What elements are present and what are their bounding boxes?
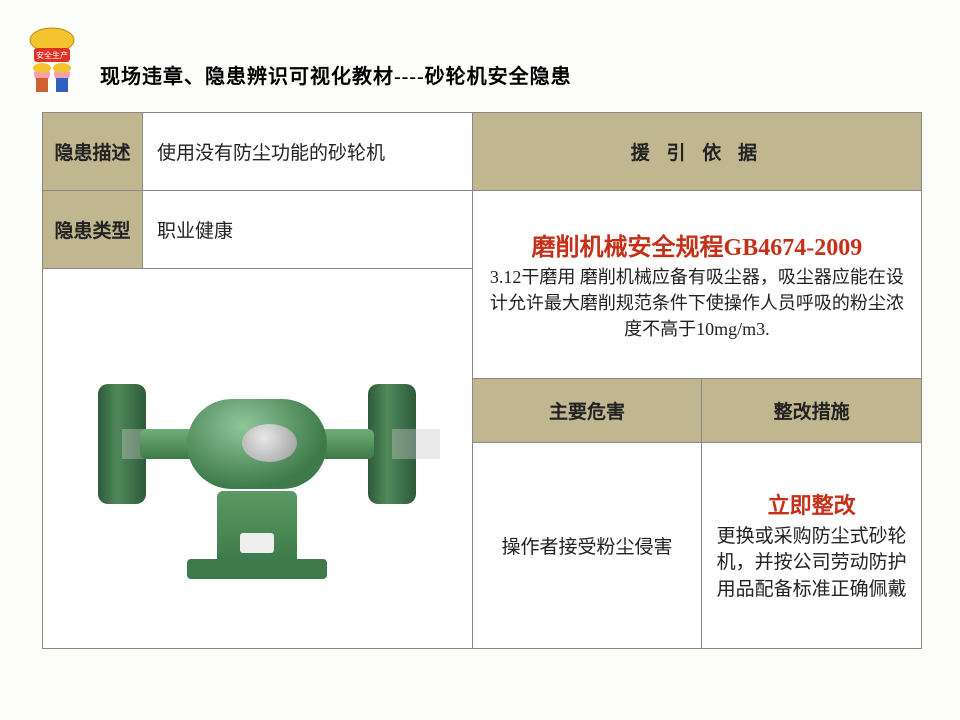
fix-body: 更换或采购防尘式砂轮机，并按公司劳动防护用品配备标准正确佩戴	[712, 524, 911, 604]
page-title: 现场违章、隐患辨识可视化教材----砂轮机安全隐患	[100, 60, 572, 89]
hazard-table: 隐患描述 使用没有防尘功能的砂轮机 援 引 依 据 隐患类型 职业健康 磨削机械…	[42, 112, 922, 649]
cell-desc: 使用没有防尘功能的砂轮机	[142, 113, 472, 191]
safety-badge: 安全生产	[22, 26, 82, 96]
hdr-desc: 隐患描述	[43, 113, 143, 191]
grinder-illustration	[92, 329, 422, 589]
hdr-hazard: 主要危害	[472, 379, 702, 443]
cell-reference: 磨削机械安全规程GB4674-2009 3.12干磨用 磨削机械应备有吸尘器，吸…	[472, 191, 921, 379]
cell-type: 职业健康	[142, 191, 472, 269]
reference-body: 3.12干磨用 磨削机械应备有吸尘器，吸尘器应能在设计允许最大磨削规范条件下使操…	[483, 264, 911, 342]
cell-fix: 立即整改 更换或采购防尘式砂轮机，并按公司劳动防护用品配备标准正确佩戴	[702, 443, 922, 649]
hdr-type: 隐患类型	[43, 191, 143, 269]
fix-header: 立即整改	[712, 488, 911, 520]
cell-hazard: 操作者接受粉尘侵害	[472, 443, 702, 649]
hdr-fix: 整改措施	[702, 379, 922, 443]
cell-image	[43, 269, 473, 649]
reference-title: 磨削机械安全规程GB4674-2009	[483, 227, 911, 262]
hdr-reference: 援 引 依 据	[472, 113, 921, 191]
badge-text: 安全生产	[36, 50, 68, 60]
